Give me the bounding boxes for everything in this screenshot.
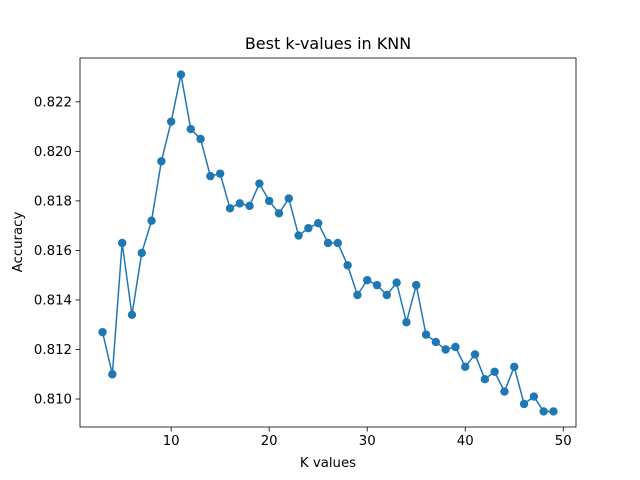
y-tick-label: 0.818	[34, 195, 72, 210]
data-point	[206, 171, 215, 181]
data-point	[353, 290, 362, 300]
data-point	[186, 124, 195, 134]
x-tick-label: 40	[457, 434, 474, 449]
data-point	[461, 362, 470, 372]
data-point	[127, 310, 137, 320]
data-point	[166, 117, 176, 126]
data-point	[510, 362, 519, 372]
data-point	[117, 238, 127, 248]
y-tick-label: 0.820	[34, 145, 72, 160]
data-point	[500, 387, 509, 396]
data-point	[470, 350, 480, 359]
data-point	[147, 216, 156, 225]
chart-title: Best k-values in KNN	[245, 34, 411, 53]
data-point	[343, 261, 352, 270]
data-point	[529, 392, 539, 401]
data-point	[157, 157, 166, 166]
y-tick-label: 0.814	[34, 294, 72, 309]
data-point	[294, 231, 303, 240]
data-point	[549, 407, 558, 416]
plot-area: 10 20 30 40 50 0.810 0.812 0.814 0.816 0.818 0.820…	[34, 57, 577, 449]
data-point	[215, 169, 225, 178]
data-point	[255, 179, 264, 188]
y-tick-label: 0.812	[34, 343, 72, 358]
data-point	[176, 70, 186, 79]
x-tick-label: 50	[555, 434, 572, 449]
data-point	[441, 345, 450, 354]
data-point	[264, 196, 274, 206]
data-point	[284, 194, 293, 203]
x-tick-label: 10	[163, 434, 180, 449]
y-tick-label: 0.822	[34, 96, 72, 111]
data-point	[196, 134, 205, 144]
x-tick-label: 30	[359, 434, 376, 449]
data-point	[402, 318, 411, 327]
data-point	[431, 337, 441, 347]
data-point	[98, 327, 107, 337]
data-point	[245, 201, 254, 211]
y-axis-label: Accuracy	[11, 212, 26, 273]
y-tick-label: 0.816	[34, 244, 72, 259]
data-point	[451, 342, 460, 352]
plot-frame	[79, 57, 577, 428]
data-point	[392, 278, 401, 287]
data-point	[225, 204, 235, 213]
data-point	[490, 367, 499, 376]
data-point	[108, 370, 117, 379]
data-point	[314, 218, 323, 228]
data-point	[382, 290, 392, 300]
data-point	[323, 238, 333, 248]
x-axis-label: K values	[300, 456, 356, 471]
data-point	[539, 407, 548, 416]
data-point	[274, 209, 284, 218]
data-point	[480, 375, 490, 384]
x-tick-label: 20	[261, 434, 278, 449]
data-point	[137, 248, 146, 258]
data-point	[412, 280, 421, 290]
data-point	[304, 223, 313, 233]
data-point	[421, 330, 431, 339]
data-point	[235, 199, 244, 208]
data-point	[333, 238, 342, 248]
y-tick-label: 0.810	[34, 393, 72, 408]
data-point	[372, 280, 382, 290]
data-point	[363, 275, 372, 285]
data-point	[519, 399, 529, 409]
